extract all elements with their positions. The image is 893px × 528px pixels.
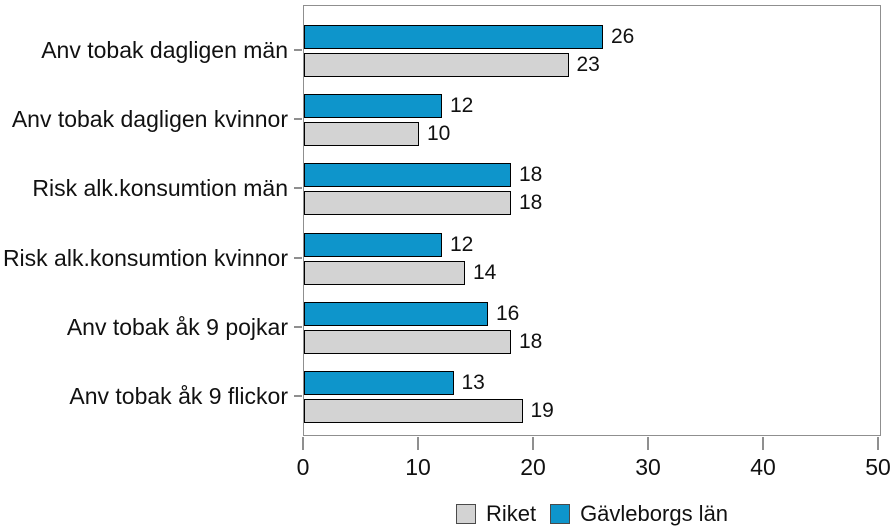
x-tick-label: 0	[296, 454, 310, 480]
bar	[304, 25, 603, 49]
category-label: Anv tobak åk 9 flickor	[69, 383, 288, 409]
x-tick-label: 30	[635, 454, 661, 480]
legend-item: Gävleborgs län	[550, 501, 728, 527]
bar-value-label: 23	[576, 53, 600, 76]
legend-item: Riket	[455, 501, 537, 527]
y-axis-labels: Anv tobak dagligen män Anv tobak dagligen…	[0, 5, 288, 436]
category-label: Anv tobak åk 9 pojkar	[66, 313, 288, 340]
x-tick-mark	[877, 437, 879, 450]
bar-value-label: 12	[450, 232, 474, 256]
bar-value-label: 10	[427, 122, 451, 146]
legend-swatch	[550, 504, 571, 524]
bar-value-label: 18	[519, 329, 543, 353]
x-tick-mark	[647, 437, 649, 450]
plot-area: 26 23 12 10 18 18 12 14 16 18 13 19	[303, 5, 881, 436]
bar-value-label: 26	[611, 25, 635, 48]
category-tick-mark	[294, 325, 302, 328]
bar	[304, 191, 511, 216]
legend-swatch	[455, 504, 476, 524]
bar	[304, 53, 569, 77]
bar	[304, 371, 454, 395]
category-tick-mark	[294, 395, 302, 397]
bar	[304, 329, 511, 354]
x-tick-label: 10	[405, 454, 431, 480]
bar-value-label: 16	[496, 301, 520, 325]
x-tick-label: 20	[520, 454, 546, 480]
legend: Riket Gävleborgs län	[303, 501, 881, 527]
bar-value-label: 13	[461, 371, 485, 394]
category-label: Risk alk.konsumtion kvinnor	[2, 244, 288, 271]
bar-value-label: 14	[473, 260, 497, 284]
bar	[304, 399, 523, 423]
x-tick-label: 50	[865, 454, 891, 480]
bar	[304, 301, 488, 326]
bar	[304, 122, 419, 147]
category-label: Anv tobak dagligen män	[41, 37, 288, 63]
bar-value-label: 18	[519, 163, 543, 187]
bar	[304, 163, 511, 188]
x-tick-mark	[417, 437, 419, 450]
bar-value-label: 18	[519, 191, 543, 215]
bar-value-label: 19	[530, 399, 554, 422]
x-tick-label: 40	[750, 454, 776, 480]
category-tick-mark	[294, 118, 302, 121]
x-tick-mark	[532, 437, 534, 450]
bar	[304, 260, 465, 285]
legend-label: Gävleborgs län	[580, 501, 729, 526]
bar	[304, 232, 442, 257]
category-tick-mark	[294, 187, 302, 190]
category-tick-mark	[294, 49, 302, 51]
category-label: Risk alk.konsumtion män	[32, 175, 288, 202]
bar	[304, 94, 442, 119]
x-tick-mark	[762, 437, 764, 450]
category-label: Anv tobak dagligen kvinnor	[11, 106, 288, 133]
bar-value-label: 12	[450, 94, 474, 118]
x-tick-mark	[302, 437, 304, 450]
category-tick-mark	[294, 256, 302, 259]
legend-label: Riket	[485, 501, 537, 526]
